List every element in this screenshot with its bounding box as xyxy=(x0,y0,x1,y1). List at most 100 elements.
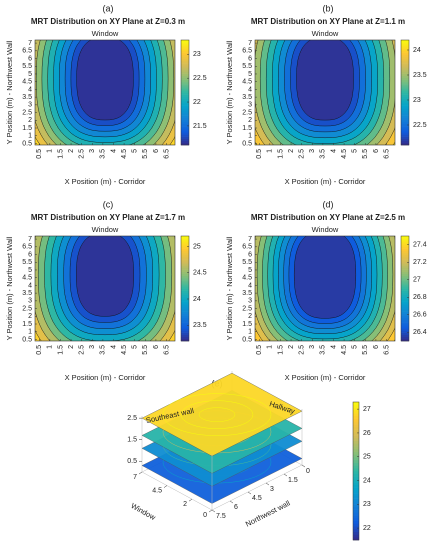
colorbar-cell xyxy=(401,42,409,45)
n-axis-label: Northwest wall xyxy=(244,498,292,528)
colorbar-tick-label: 27 xyxy=(413,277,421,284)
colorbar-cell xyxy=(401,265,409,268)
y-tick-label: 3.5 xyxy=(22,94,32,101)
colorbar-cell xyxy=(181,140,189,144)
colorbar-cell xyxy=(401,286,409,289)
colorbar-cell xyxy=(181,58,189,62)
y-tick-label: 7 xyxy=(248,236,252,243)
colorbar-cell xyxy=(353,432,359,436)
colorbar-cell xyxy=(353,534,359,538)
colorbar-cell xyxy=(181,134,189,137)
colorbar-cell xyxy=(401,136,409,139)
x-tick-label: 6 xyxy=(153,149,160,153)
chart-title: MRT Distribution on XY Plane at Z=1.1 m xyxy=(251,17,405,26)
colorbar-cell xyxy=(401,313,409,317)
colorbar-cell xyxy=(181,307,189,310)
colorbar-cell xyxy=(401,56,409,60)
colorbar-cell xyxy=(401,267,409,270)
y-tick-label: 6.5 xyxy=(22,244,32,251)
x-tick-label: 0.5 xyxy=(256,149,263,159)
colorbar-cell xyxy=(181,121,189,125)
plot-frame xyxy=(34,39,176,146)
colorbar-cell xyxy=(401,236,409,239)
colorbar-cell xyxy=(181,317,189,321)
colorbar-cell xyxy=(401,115,409,118)
colorbar-tick-label: 25 xyxy=(193,243,201,250)
colorbar-cell xyxy=(181,138,189,142)
slice-contour xyxy=(198,407,236,422)
y-tick-label: 2.5 xyxy=(22,109,32,116)
w-tick xyxy=(188,498,193,502)
colorbar-tick-label: 24 xyxy=(363,477,371,484)
colorbar-cell xyxy=(181,315,189,319)
z-tick-label: 0.5 xyxy=(127,458,137,465)
n-tick-label: 7.5 xyxy=(216,513,226,520)
colorbar-cell xyxy=(181,98,189,102)
colorbar-tick-label: 24 xyxy=(193,296,201,303)
colorbar-tick-label: 27.4 xyxy=(413,242,427,249)
colorbar-cell xyxy=(353,451,359,455)
colorbar-cell xyxy=(181,248,189,251)
colorbar-cell xyxy=(401,96,409,100)
colorbar-cell xyxy=(353,501,359,505)
colorbar-cell xyxy=(181,278,189,281)
colorbar-cell xyxy=(401,140,409,144)
colorbar-cell xyxy=(401,98,409,102)
colorbar-cell xyxy=(401,307,409,310)
n-tick xyxy=(211,509,216,513)
x-tick-label: 2.5 xyxy=(79,345,86,355)
colorbar-cell xyxy=(401,63,409,66)
colorbar-cell xyxy=(353,402,359,406)
colorbar-cell xyxy=(401,40,409,43)
colorbar-cell xyxy=(401,86,409,89)
colorbar-cell xyxy=(181,130,189,133)
colorbar-cell xyxy=(401,105,409,108)
y-tick-label: 7 xyxy=(28,236,32,243)
colorbar-frame xyxy=(352,401,360,541)
colorbar-cell xyxy=(181,280,189,283)
colorbar-cell xyxy=(181,71,189,74)
colorbar-cell xyxy=(181,50,189,53)
contour-level xyxy=(293,236,357,319)
x-tick-label: 4 xyxy=(330,345,337,349)
chart-title: MRT Distribution on XY Plane at Z=1.7 m xyxy=(31,213,185,222)
colorbar-cell xyxy=(401,67,409,70)
colorbar-tick-label: 22.5 xyxy=(193,75,207,82)
colorbar-cell xyxy=(181,301,189,304)
colorbar-cell xyxy=(181,52,189,55)
top-label: Window xyxy=(312,225,339,234)
y-tick-label: 4.5 xyxy=(242,275,252,282)
box-edge xyxy=(141,471,213,511)
y-tick-label: 1 xyxy=(28,133,32,140)
colorbar-cell xyxy=(181,257,189,260)
colorbar-cell xyxy=(181,94,189,97)
x-tick-label: 4.5 xyxy=(341,149,348,159)
colorbar-cell xyxy=(181,75,189,79)
colorbar-cell xyxy=(353,462,359,466)
colorbar-tick-label: 27.2 xyxy=(413,259,427,266)
colorbar-cell xyxy=(181,240,189,243)
colorbar-cell xyxy=(401,315,409,319)
colorbar-tick-label: 21.5 xyxy=(193,123,207,130)
colorbar-cell xyxy=(401,317,409,321)
colorbar-cell xyxy=(401,275,409,279)
colorbar-cell xyxy=(181,292,189,296)
colorbar-cell xyxy=(181,132,189,135)
colorbar-cell xyxy=(353,528,359,533)
colorbar-cell xyxy=(401,338,409,342)
n-tick-label: 1.5 xyxy=(288,477,298,484)
colorbar-cell xyxy=(181,103,189,106)
x-tick-label: 2 xyxy=(288,149,295,153)
colorbar-frame xyxy=(400,235,410,342)
colorbar-cell xyxy=(401,263,409,266)
colorbar-cell xyxy=(401,75,409,79)
contour-plot xyxy=(255,236,395,341)
plot-frame xyxy=(254,39,396,146)
w-tick-label: 0 xyxy=(203,512,207,519)
colorbar-cell xyxy=(353,487,359,491)
colorbar-cell xyxy=(353,457,359,461)
colorbar-cell xyxy=(401,77,409,81)
plot-frame xyxy=(34,235,176,342)
w-tick xyxy=(208,509,213,513)
x-tick-label: 0.5 xyxy=(36,345,43,355)
